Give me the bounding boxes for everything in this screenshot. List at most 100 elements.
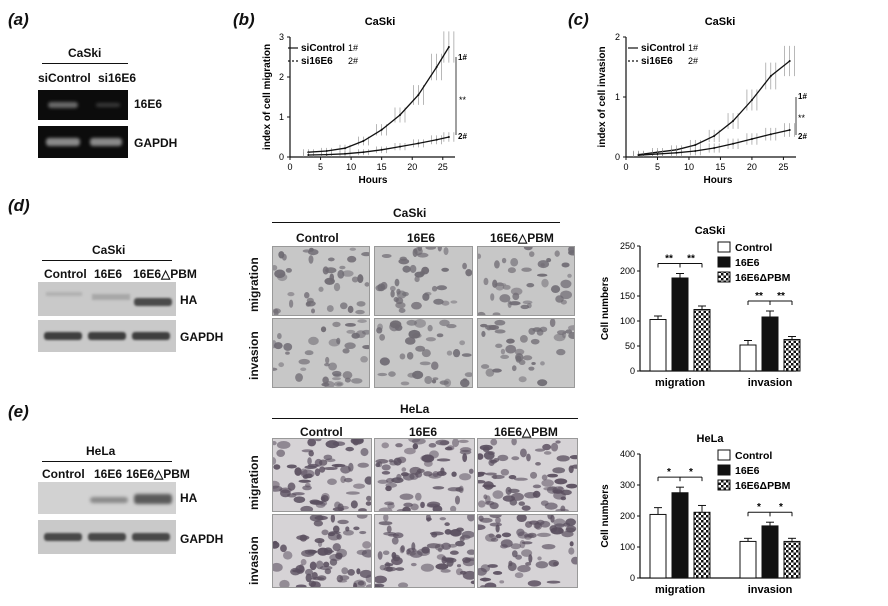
- chart-b-legend-0-tag: 1#: [348, 43, 358, 53]
- chart-b-xlabel: Hours: [359, 175, 388, 186]
- bar-chart-ylabel: Cell numbers: [600, 484, 611, 548]
- panel-d-micro-mig-16e6: [374, 246, 473, 316]
- y-tick-label: 3: [279, 32, 284, 42]
- legend-label-1: 16E6: [735, 257, 760, 269]
- data-point: [399, 145, 401, 148]
- panel-e-micro-mig-pbm: [477, 438, 578, 512]
- legend-label-2: 16E6ΔPBM: [735, 480, 791, 492]
- data-point: [362, 151, 365, 154]
- panel-e-micro-title: HeLa: [400, 402, 430, 416]
- y-tick-label: 250: [620, 241, 635, 251]
- sig-label: *: [667, 467, 671, 478]
- y-tick-label: 2: [279, 72, 284, 82]
- data-point: [435, 138, 438, 141]
- x-tick-label: 20: [747, 162, 757, 172]
- sig-label: *: [779, 502, 783, 513]
- data-point: [344, 152, 346, 155]
- bar-migration-1: [671, 277, 689, 372]
- data-point: [750, 99, 753, 101]
- panel-d-lane-1: 16E6: [94, 267, 123, 281]
- legend-label-1: 16E6: [735, 465, 760, 477]
- data-point: [713, 147, 716, 149]
- legend-swatch-1: [717, 464, 731, 476]
- bar-migration-0: [649, 513, 667, 579]
- panel-e-label: (e): [8, 402, 29, 421]
- panel-a-band-16e6: 16E6: [134, 97, 163, 111]
- chart-b-sig: **: [459, 95, 467, 105]
- panel-e-lane-0: Control: [42, 467, 85, 481]
- data-point: [769, 75, 772, 77]
- bar-invasion-1: [761, 316, 779, 372]
- y-tick-label: 400: [620, 449, 635, 459]
- panel-a-band-gapdh: GAPDH: [134, 136, 178, 150]
- bar-invasion-1: [761, 525, 779, 579]
- bar-chart-title: HeLa: [697, 433, 725, 445]
- y-tick-label: 1: [615, 92, 620, 102]
- panel-d-micro-mig-pbm: [477, 246, 575, 316]
- y-tick-label: 1: [279, 112, 284, 122]
- chart-c-legend-1-tag: 2#: [688, 56, 698, 66]
- x-tick-label: 0: [623, 162, 628, 172]
- data-point: [447, 136, 450, 138]
- x-tick-label: 10: [346, 162, 356, 172]
- panel-a-lane-1: si16E6: [98, 71, 137, 85]
- panel-e-band-gapdh: GAPDH: [180, 532, 224, 546]
- data-point: [788, 60, 791, 62]
- x-tick-label: 15: [715, 162, 725, 172]
- series-line-1: [308, 136, 450, 156]
- legend-label-0: Control: [735, 450, 772, 462]
- y-tick-label: 100: [620, 542, 635, 552]
- legend-swatch-0: [717, 241, 731, 253]
- sig-label: *: [689, 467, 693, 478]
- panel-b-label: (b): [233, 10, 255, 29]
- chart-b-end-label-0: 1#: [458, 53, 467, 62]
- data-point: [732, 120, 735, 122]
- chart-c-legend-0-tag: 1#: [688, 43, 698, 53]
- x-tick-label: 5: [318, 162, 323, 172]
- sig-label: **: [665, 254, 673, 265]
- panel-e-micro-inv-pbm: [477, 514, 578, 588]
- chart-b-legend-0: siControl: [301, 43, 345, 54]
- x-tick-label: 25: [778, 162, 788, 172]
- data-point: [325, 150, 328, 152]
- legend-label-0: Control: [735, 242, 772, 254]
- y-tick-label: 100: [620, 316, 635, 326]
- panel-e-row-0: migration: [247, 455, 261, 510]
- y-tick-label: 200: [620, 511, 635, 521]
- data-point: [435, 66, 438, 68]
- data-point: [344, 147, 346, 150]
- chart-invasion: CaSki index of cell invasion Hours siCon…: [597, 16, 807, 186]
- sig-label: **: [687, 254, 695, 265]
- bar-migration-1: [671, 492, 689, 579]
- bar-invasion-0: [739, 344, 757, 372]
- x-tick-label: 10: [684, 162, 694, 172]
- panel-a-cell-line: CaSki: [68, 46, 102, 60]
- panel-d-col-2: 16E6△PBM: [490, 231, 554, 245]
- x-tick-label: 15: [377, 162, 387, 172]
- chart-c-title: CaSki: [705, 16, 736, 28]
- panel-d-lane-2: 16E6△PBM: [133, 267, 197, 281]
- legend-label-2: 16E6ΔPBM: [735, 272, 791, 284]
- bar-invasion-2: [783, 540, 801, 579]
- y-tick-label: 2: [615, 32, 620, 42]
- chart-b-legend-1: si16E6: [301, 56, 333, 67]
- x-tick-label: 5: [655, 162, 660, 172]
- bar-invasion-2: [783, 339, 801, 372]
- y-tick-label: 0: [630, 366, 635, 376]
- panel-e-cell-line: HeLa: [86, 444, 116, 458]
- panel-d-lane-0: Control: [44, 267, 87, 281]
- chart-migration: CaSki index of cell migration Hours siCo…: [262, 16, 467, 186]
- data-point: [750, 138, 753, 140]
- data-point: [380, 128, 383, 131]
- chart-c-ylabel: index of cell invasion: [597, 46, 608, 147]
- chart-c-end-label-0: 1#: [798, 92, 807, 101]
- chart-c-sig: **: [798, 113, 806, 123]
- panel-e-band-ha: HA: [180, 491, 198, 505]
- category-label: migration: [655, 584, 705, 596]
- panel-a-gel-16e6: [38, 90, 128, 120]
- x-tick-label: 20: [407, 162, 417, 172]
- category-label: migration: [655, 377, 705, 389]
- y-tick-label: 0: [279, 152, 284, 162]
- sig-label: **: [755, 291, 763, 302]
- panel-a-label: (a): [8, 10, 29, 29]
